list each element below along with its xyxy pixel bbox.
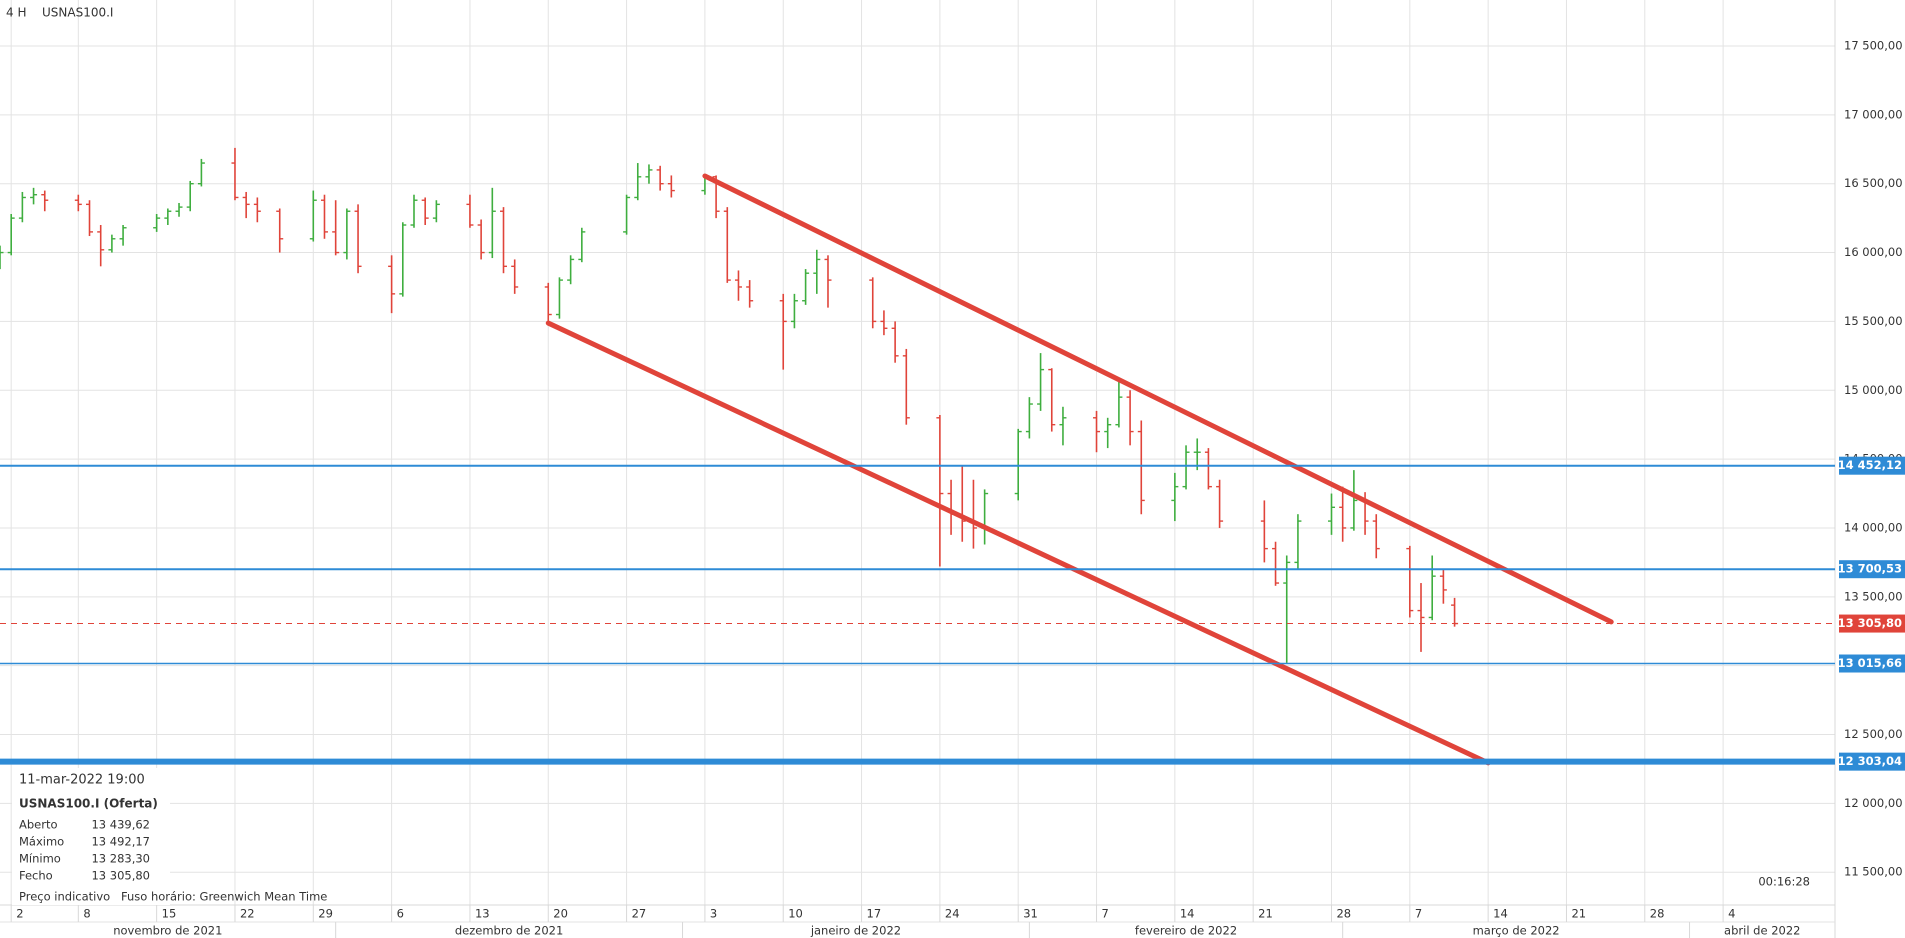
level-label: 13 015,66 [1838,656,1902,670]
level-label-bg [1839,752,1905,771]
month-label: novembro de 2021 [113,924,222,938]
x-tick-label: 28 [1336,907,1351,921]
panel-footer: Preço indicativo [19,890,110,904]
x-tick-label: 24 [945,907,960,921]
panel-row-value: 13 305,80 [91,869,150,883]
panel-row-value: 13 492,17 [91,835,150,849]
x-tick-label: 15 [162,907,177,921]
level-label-bg [1839,614,1905,633]
month-label: janeiro de 2022 [810,924,901,938]
x-tick-label: 2 [16,907,23,921]
plot [0,147,1614,766]
x-tick-label: 14 [1180,907,1195,921]
level-label: 14 452,12 [1838,458,1902,472]
y-tick-label: 13 500,00 [1844,589,1903,603]
y-tick-label: 15 000,00 [1844,383,1903,397]
panel-bg [12,768,170,905]
x-tick-label: 20 [553,907,568,921]
trend-line [545,320,1491,766]
x-tick-label: 17 [867,907,882,921]
x-tick-label: 14 [1493,907,1508,921]
x-tick-label: 27 [632,907,647,921]
panel-row-label: Fecho [19,869,53,883]
x-tick-label: 13 [475,907,490,921]
month-label: abril de 2022 [1724,924,1800,938]
x-tick-label: 28 [1650,907,1665,921]
x-tick-label: 10 [788,907,803,921]
y-tick-label: 17 500,00 [1844,38,1903,52]
y-tick-label: 16 000,00 [1844,245,1903,259]
level-label: 12 303,04 [1838,754,1902,768]
y-tick-label: 12 000,00 [1844,796,1903,810]
panel-row-label: Mínimo [19,852,61,866]
panel-row-label: Aberto [19,818,58,832]
panel-row-value: 13 439,62 [91,818,150,832]
clock: 00:16:28 [1758,875,1810,889]
grid [0,0,1835,905]
x-tick-label: 31 [1023,907,1038,921]
level-label-bg [1839,654,1905,673]
level-label: 13 700,53 [1838,562,1902,576]
y-tick-label: 17 000,00 [1844,107,1903,121]
y-tick-label: 11 500,00 [1844,865,1903,879]
panel-title: USNAS100.I (Oferta) [19,797,158,811]
y-tick-label: 16 500,00 [1844,176,1903,190]
panel-footer: Fuso horário: Greenwich Mean Time [121,890,327,904]
panel-row-label: Máximo [19,835,64,849]
x-tick-label: 21 [1258,907,1273,921]
level-label: 13 305,80 [1838,616,1902,630]
symbol: USNAS100.I [42,6,113,20]
x-tick-label: 29 [318,907,333,921]
x-tick-label: 7 [1102,907,1109,921]
level-label-bg [1839,560,1905,579]
level-label-bg [1839,456,1905,475]
x-tick-label: 22 [240,907,255,921]
timeframe: 4 H [6,6,26,20]
x-tick-label: 3 [710,907,717,921]
month-label: dezembro de 2021 [455,924,563,938]
x-tick-label: 8 [83,907,90,921]
x-tick-label: 6 [397,907,404,921]
y-tick-label: 15 500,00 [1844,314,1903,328]
x-tick-label: 21 [1571,907,1586,921]
x-tick-label: 4 [1728,907,1735,921]
trend-line [702,173,1614,625]
y-tick-label: 12 500,00 [1844,727,1903,741]
x-tick-label: 7 [1415,907,1422,921]
month-label: fevereiro de 2022 [1135,924,1237,938]
month-label: março de 2022 [1473,924,1560,938]
info-panel: 11-mar-2022 19:00 USNAS100.I (Oferta) Ab… [12,768,327,905]
panel-datetime: 11-mar-2022 19:00 [19,773,145,788]
panel-row-value: 13 283,30 [91,852,150,866]
y-tick-label: 14 000,00 [1844,520,1903,534]
